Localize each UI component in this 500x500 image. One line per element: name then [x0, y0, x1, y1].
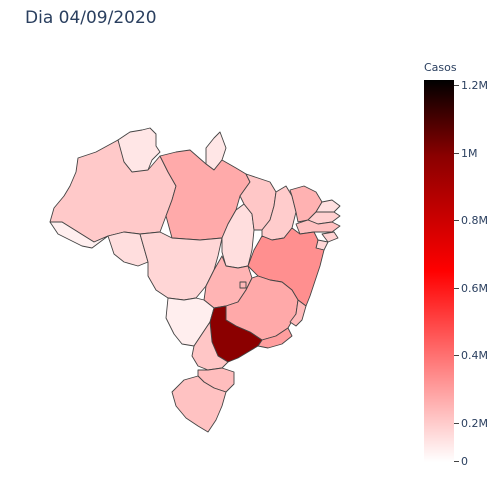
state-distrito-federal [239, 281, 247, 289]
colorbar-title: Casos [424, 61, 457, 74]
colorbar-tick-mark [454, 153, 459, 154]
colorbar-tick-label: 0 [461, 455, 468, 468]
colorbar-tick-mark [454, 220, 459, 221]
colorbar-tick-mark [454, 288, 459, 289]
colorbar-tick-label: 0.8M [461, 214, 488, 227]
state-alagoas [321, 231, 339, 243]
colorbar-tick-label: 1.2M [461, 79, 488, 92]
state-acre [49, 221, 109, 249]
map-title: Dia 04/09/2020 [25, 8, 157, 28]
colorbar-tick-label: 0.6M [461, 282, 488, 295]
state-para [159, 149, 251, 241]
colorbar-tick-label: 0.2M [461, 417, 488, 430]
colorbar [424, 80, 454, 462]
state-espirito-santo [289, 299, 307, 327]
colorbar-tick-label: 1M [461, 147, 478, 160]
colorbar-tick-label: 0.4M [461, 349, 488, 362]
state-mato-grosso [139, 231, 223, 301]
colorbar-tick-mark [454, 461, 459, 462]
state-parana [191, 321, 229, 371]
colorbar-tick-mark [454, 355, 459, 356]
state-rio-grande-do-sul [171, 375, 227, 433]
colorbar-tick-mark [454, 85, 459, 86]
colorbar-tick-mark [454, 423, 459, 424]
state-rio-de-janeiro [257, 327, 293, 349]
